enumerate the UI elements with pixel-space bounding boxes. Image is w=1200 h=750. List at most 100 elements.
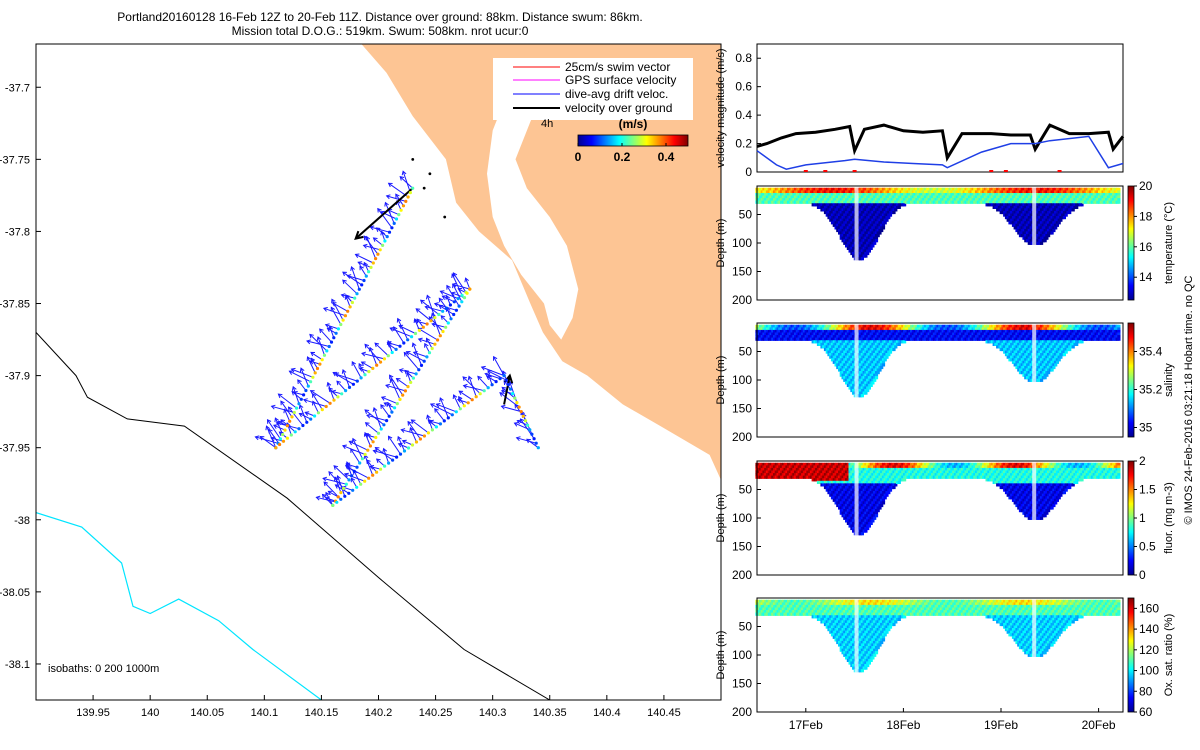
temperature-point-390 xyxy=(839,231,843,235)
salinity-point-357 xyxy=(838,329,842,334)
temperature-point-101 xyxy=(783,200,787,204)
temperature-point-824 xyxy=(869,234,873,238)
temperature-point-1818 xyxy=(1038,228,1042,233)
temperature-point-633 xyxy=(857,228,861,233)
track-point-179 xyxy=(395,455,399,459)
salinity-point-201 xyxy=(813,329,817,334)
temperature-point-2215 xyxy=(1101,190,1105,194)
temperature-point-1347 xyxy=(982,190,986,194)
temperature-point-1063 xyxy=(899,193,903,197)
temperature-point-206 xyxy=(815,187,819,191)
salinity-point-215 xyxy=(816,329,821,334)
temperature-point-1195 xyxy=(936,200,940,204)
temperature-point-2265 xyxy=(1115,195,1119,199)
temperature-point-84 xyxy=(780,187,784,191)
track-point-32 xyxy=(336,327,340,331)
temperature-point-2100 xyxy=(1069,205,1074,209)
track-point-64 xyxy=(289,433,293,437)
map-ytick-label-5: -37.95 xyxy=(0,443,30,455)
temperature-point-1115 xyxy=(913,195,917,199)
temperature-point-411 xyxy=(841,234,845,238)
temperature-point-2078 xyxy=(1066,200,1070,204)
drift-arrowhead-55 xyxy=(273,424,278,429)
temperature-point-966 xyxy=(883,187,887,191)
temperature-point-414 xyxy=(843,187,847,191)
temperature-point-2174 xyxy=(1089,193,1093,197)
temperature-point-387 xyxy=(839,223,843,227)
temperature-point-1924 xyxy=(1047,228,1051,233)
temperature-point-527 xyxy=(850,236,854,240)
temperature-point-557 xyxy=(852,246,856,250)
temperature-point-287 xyxy=(829,205,833,209)
temperature-point-1529 xyxy=(1013,213,1017,217)
track-point-72 xyxy=(320,408,324,412)
temperature-point-839 xyxy=(871,210,875,215)
temperature-point-1976 xyxy=(1052,221,1056,225)
track-point-216 xyxy=(521,414,525,418)
temperature-point-339 xyxy=(836,190,840,194)
temperature-point-1876 xyxy=(1043,210,1047,215)
temperature-point-1048 xyxy=(895,195,900,199)
temperature-point-2206 xyxy=(1098,198,1102,202)
salinity-point-160 xyxy=(801,335,805,339)
salinity-point-121 xyxy=(790,327,794,331)
temperature-point-2027 xyxy=(1059,193,1063,197)
temperature-point-1800 xyxy=(1036,239,1040,243)
temperature-point-1944 xyxy=(1048,231,1052,235)
temperature-point-2273 xyxy=(1117,200,1121,204)
temperature-point-631 xyxy=(857,223,861,227)
temperature-point-1142 xyxy=(922,187,926,191)
temperature-point-2189 xyxy=(1092,200,1096,204)
salinity-point-93 xyxy=(781,332,785,336)
speed-cbar-label-0: 0 xyxy=(575,150,582,164)
drift-vector-73 xyxy=(303,399,327,407)
temperature-point-2062 xyxy=(1064,187,1068,191)
track-point-164 xyxy=(335,500,339,504)
salinity-point-88 xyxy=(780,335,784,339)
temperature-point-1639 xyxy=(1024,216,1028,220)
drift-arrowhead-206 xyxy=(493,355,498,361)
temperature-point-1650 xyxy=(1025,190,1030,194)
temperature-point-444 xyxy=(845,208,849,212)
temperature-point-85 xyxy=(780,190,784,194)
drift-vector-19 xyxy=(363,262,370,272)
temperature-point-97 xyxy=(783,190,787,194)
temperature-point-889 xyxy=(874,223,879,227)
temperature-point-1871 xyxy=(1043,198,1047,202)
temperature-point-542 xyxy=(852,208,856,212)
temperature-point-879 xyxy=(874,198,879,202)
temperature-point-750 xyxy=(864,244,868,248)
salinity-point-236 xyxy=(820,342,824,346)
temperature-point-1679 xyxy=(1027,210,1031,215)
temperature-point-1848 xyxy=(1041,193,1045,197)
temperature-point-1357 xyxy=(983,200,987,204)
track-point-182 xyxy=(406,446,411,450)
temperature-point-791 xyxy=(867,213,871,217)
drift-arrowhead-41 xyxy=(310,357,316,363)
temperature-point-1362 xyxy=(985,198,989,202)
salinity-point-244 xyxy=(822,340,826,344)
temperature-point-796 xyxy=(867,226,871,230)
temperature-point-157 xyxy=(801,190,805,194)
temperature-point-1346 xyxy=(982,187,986,191)
temperature-point-378 xyxy=(839,200,843,204)
temperature-point-1937 xyxy=(1048,213,1052,217)
drift-arrowhead-195 xyxy=(452,394,458,400)
temperature-point-113 xyxy=(787,200,791,204)
temperature-point-1580 xyxy=(1018,213,1023,217)
temperature-point-2071 xyxy=(1064,210,1068,215)
temperature-point-1496 xyxy=(1010,203,1014,207)
temperature-point-1713 xyxy=(1029,241,1033,245)
temperature-point-1417 xyxy=(997,203,1001,207)
temperature-point-191 xyxy=(809,200,814,204)
temperature-point-198 xyxy=(811,203,815,207)
temperature-point-1433 xyxy=(1001,195,1005,199)
drift-arrowhead-181 xyxy=(397,435,402,441)
temperature-point-1217 xyxy=(943,195,947,199)
temperature-point-1577 xyxy=(1018,205,1023,209)
track-point-60 xyxy=(274,446,278,450)
temperature-point-158 xyxy=(801,193,805,197)
temperature-point-1401 xyxy=(994,205,998,209)
temperature-point-1350 xyxy=(982,198,986,202)
